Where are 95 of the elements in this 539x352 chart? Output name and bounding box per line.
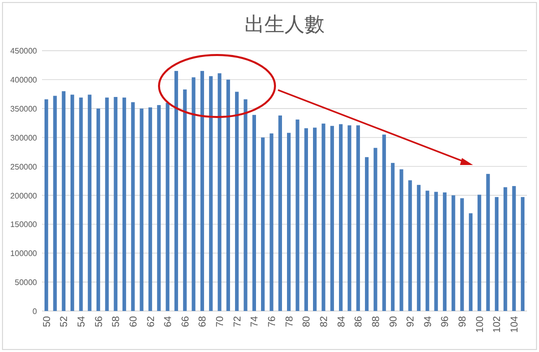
x-tick-label: 88 — [370, 316, 382, 328]
bar — [330, 126, 334, 311]
bar — [278, 115, 282, 311]
bar — [209, 76, 213, 311]
x-tick-label: 68 — [198, 316, 209, 328]
bar — [296, 120, 300, 311]
y-tick-label: 350000 — [10, 104, 38, 114]
bar — [408, 180, 412, 311]
bar — [348, 125, 352, 311]
bar — [390, 162, 395, 311]
bar — [434, 192, 438, 311]
y-tick-label: 250000 — [10, 162, 38, 172]
y-tick-label: 400000 — [10, 76, 38, 85]
x-tick-label: 86 — [354, 316, 365, 328]
bar — [520, 197, 524, 311]
x-tick-label: 76 — [267, 316, 278, 328]
x-tick-label: 66 — [180, 316, 192, 328]
y-tick-label: 450000 — [10, 46, 38, 56]
bar — [79, 98, 83, 311]
x-tick-label: 82 — [318, 316, 330, 328]
bar — [504, 187, 508, 311]
x-tick-label: 54 — [76, 316, 88, 328]
bar — [356, 125, 360, 311]
bar — [416, 184, 421, 311]
bar — [382, 134, 386, 311]
bar — [304, 128, 308, 311]
x-tick-label: 60 — [128, 316, 140, 328]
bar — [312, 128, 317, 311]
x-tick-label: 98 — [458, 316, 469, 328]
x-tick-label: 90 — [388, 316, 400, 328]
bar — [174, 70, 178, 311]
bar — [494, 197, 499, 311]
x-tick-label: 64 — [163, 316, 174, 328]
bar — [157, 105, 161, 311]
bar — [114, 96, 118, 311]
x-tick-label: 52 — [59, 316, 70, 328]
bar — [244, 99, 248, 311]
bar — [70, 94, 74, 311]
x-tick-label: 70 — [215, 316, 226, 328]
bar — [374, 148, 378, 311]
x-tick-label: 92 — [406, 316, 417, 328]
bar — [235, 92, 239, 311]
x-tick-label: 58 — [111, 316, 122, 328]
bar — [452, 195, 456, 311]
bar — [53, 96, 57, 311]
bar — [183, 89, 187, 311]
y-tick-label: 300000 — [10, 133, 38, 142]
x-tick-label: 102 — [492, 316, 504, 333]
bar — [105, 98, 109, 311]
x-tick-label: 72 — [232, 316, 244, 328]
bar — [200, 70, 204, 311]
bar — [468, 213, 473, 311]
bar — [96, 108, 100, 311]
bar — [442, 192, 447, 311]
x-tick-label: 74 — [250, 316, 261, 328]
bar — [44, 99, 48, 311]
bar — [192, 77, 196, 311]
bar — [270, 133, 274, 311]
bar — [486, 174, 490, 311]
bar — [148, 107, 152, 311]
bar — [287, 132, 291, 311]
bar — [512, 186, 516, 311]
x-tick-label: 62 — [146, 316, 157, 328]
bar — [252, 114, 256, 311]
chart-title: 出生人數 — [244, 14, 324, 36]
y-tick-label: 0 — [32, 307, 38, 316]
bar — [400, 169, 404, 311]
y-tick-label: 150000 — [10, 220, 38, 230]
bar — [338, 124, 343, 311]
bar — [460, 198, 464, 311]
y-tick-label: 100000 — [10, 249, 38, 258]
x-tick-label: 56 — [94, 316, 105, 328]
bar — [261, 137, 265, 311]
bar — [426, 190, 430, 311]
x-tick-label: 50 — [42, 316, 53, 328]
x-tick-label: 100 — [474, 316, 486, 333]
y-tick-label: 50000 — [14, 278, 38, 288]
bar — [322, 124, 326, 311]
bar — [218, 73, 222, 311]
x-tick-label: 84 — [336, 316, 348, 328]
x-tick-label: 80 — [302, 316, 313, 328]
x-tick-label: 96 — [440, 316, 452, 328]
bar — [88, 94, 92, 311]
bar — [166, 102, 170, 311]
bar — [478, 194, 482, 311]
x-tick-label: 104 — [510, 316, 521, 333]
x-tick-label: 78 — [284, 316, 296, 328]
x-tick-label: 94 — [422, 316, 434, 328]
bar — [140, 108, 144, 311]
bar — [131, 102, 135, 311]
bar — [364, 157, 369, 311]
bar — [122, 98, 126, 311]
bar — [62, 91, 66, 311]
y-tick-label: 200000 — [10, 191, 38, 200]
bar — [226, 80, 230, 311]
